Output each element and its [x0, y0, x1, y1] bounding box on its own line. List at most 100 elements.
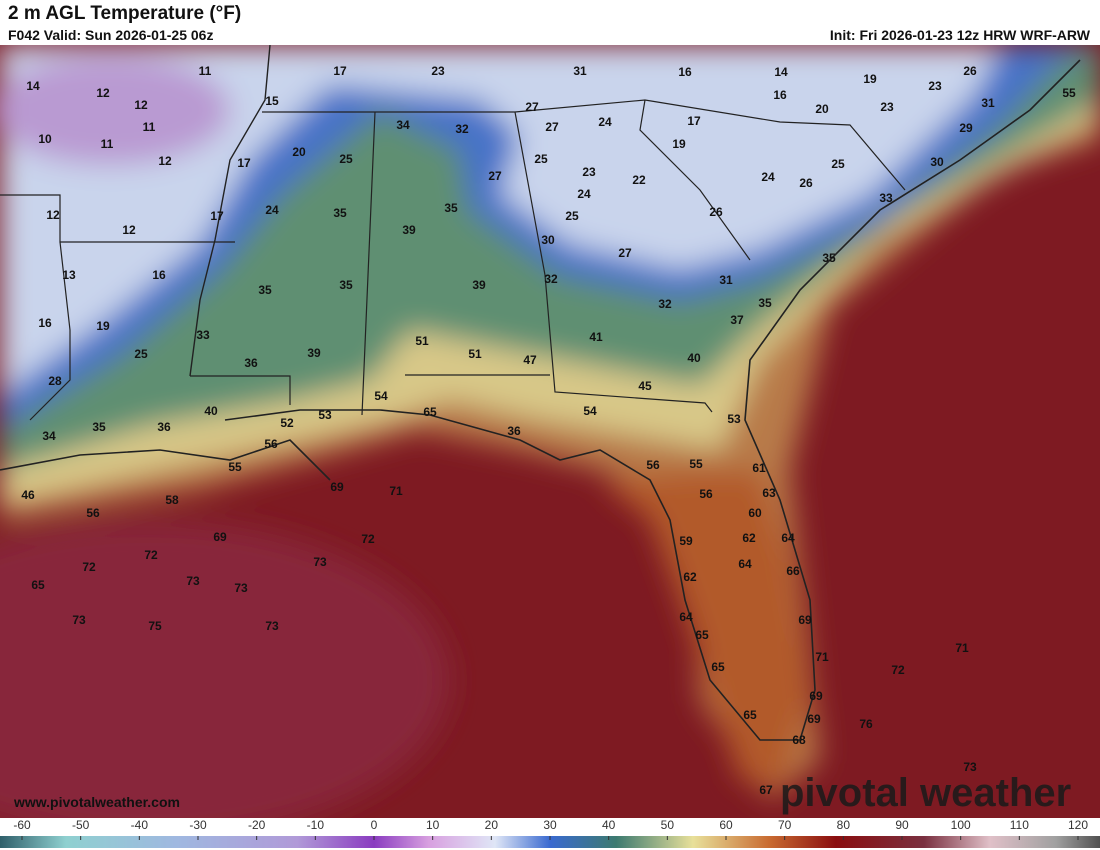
temperature-label: 31: [981, 96, 995, 110]
colorbar-tick-label: -50: [72, 818, 90, 832]
temperature-label: 27: [545, 120, 559, 134]
labels: 14 12 12 11 11 10 11 12 15 17 23 31 16 14 19 26 23 55 31 16…: [21, 64, 1076, 797]
temperature-label: 73: [313, 555, 327, 569]
temperature-label: 11: [143, 120, 156, 134]
temperature-label: 16: [678, 65, 692, 79]
temperature-label: 56: [86, 506, 100, 520]
colorbar-tick-label: -30: [189, 818, 207, 832]
temperature-label: 73: [186, 574, 200, 588]
temperature-label: 35: [92, 420, 106, 434]
temperature-label: 26: [963, 64, 977, 78]
temperature-label: 14: [774, 65, 788, 79]
temperature-label: 11: [199, 64, 212, 78]
temperature-label: 16: [152, 268, 166, 282]
temperature-label: 62: [683, 570, 697, 584]
temperature-label: 32: [658, 297, 672, 311]
temperature-label: 26: [799, 176, 813, 190]
temperature-label: 51: [468, 347, 482, 361]
temperature-label: 60: [748, 506, 762, 520]
temperature-label: 19: [96, 319, 110, 333]
temperature-label: 24: [761, 170, 775, 184]
temperature-label: 68: [792, 733, 806, 747]
temperature-label: 69: [807, 712, 821, 726]
temperature-label: 39: [307, 346, 321, 360]
temperature-label: 17: [333, 64, 347, 78]
temperature-label: 24: [577, 187, 591, 201]
temperature-label: 54: [583, 404, 597, 418]
temperature-label: 28: [48, 374, 62, 388]
valid-time: F042 Valid: Sun 2026-01-25 06z: [8, 27, 214, 43]
temperature-label: 15: [265, 94, 279, 108]
colorbar-tick-label: 0: [371, 818, 378, 832]
temperature-label: 37: [730, 313, 744, 327]
temperature-label: 27: [525, 100, 539, 114]
temperature-label: 23: [880, 100, 894, 114]
temperature-label: 22: [632, 173, 646, 187]
colorbar-tick-label: 40: [602, 818, 616, 832]
temperature-label: 20: [292, 145, 306, 159]
temperature-label: 17: [237, 156, 251, 170]
temperature-label: 56: [646, 458, 660, 472]
temperature-label: 55: [689, 457, 703, 471]
temperature-label: 34: [42, 429, 56, 443]
temperature-label: 14: [26, 79, 40, 93]
temperature-label: 35: [758, 296, 772, 310]
temperature-label: 12: [122, 223, 136, 237]
colorbar-tick-label: 80: [837, 818, 851, 832]
temperature-label: 29: [959, 121, 973, 135]
temperature-label: 23: [928, 79, 942, 93]
temperature-label: 73: [72, 613, 86, 627]
temperature-label: 41: [589, 330, 603, 344]
colorbar-tick-label: -40: [131, 818, 149, 832]
temperature-label: 36: [157, 420, 171, 434]
temperature-label: 59: [679, 534, 693, 548]
temperature-label: 71: [955, 641, 969, 655]
temperature-label: 71: [389, 484, 403, 498]
temperature-label: 76: [859, 717, 873, 731]
temperature-label: 23: [582, 165, 596, 179]
temperature-label: 12: [96, 86, 110, 100]
temperature-label: 35: [822, 251, 836, 265]
temperature-label: 72: [891, 663, 905, 677]
temperature-label: 35: [444, 201, 458, 215]
logo: pivotal weather: [780, 771, 1071, 815]
temperature-label: 35: [339, 278, 353, 292]
temperature-label: 31: [719, 273, 733, 287]
temperature-label: 65: [423, 405, 437, 419]
temperature-label: 65: [743, 708, 757, 722]
temperature-label: 69: [213, 530, 227, 544]
colorbar-tick-label: 100: [951, 818, 971, 832]
temperature-label: 40: [687, 351, 701, 365]
temperature-label: 27: [618, 246, 632, 260]
temperature-label: 10: [38, 132, 52, 146]
temperature-label: 52: [280, 416, 294, 430]
temperature-label: 61: [752, 461, 766, 475]
temperature-label: 67: [759, 783, 773, 797]
colorbar-tick-label: 20: [485, 818, 499, 832]
temperature-label: 47: [523, 353, 537, 367]
temperature-label: 51: [415, 334, 429, 348]
colorbar-tick-label: 110: [1010, 818, 1029, 832]
temperature-label: 53: [318, 408, 332, 422]
temperature-label: 25: [831, 157, 845, 171]
colorbar-tick-label: -20: [248, 818, 266, 832]
temperature-label: 55: [1062, 86, 1076, 100]
temperature-label: 16: [773, 88, 787, 102]
colorbar-tick-label: 10: [426, 818, 440, 832]
colorbar-tick-label: 30: [543, 818, 557, 832]
temperature-label: 40: [204, 404, 218, 418]
temperature-label: 17: [210, 209, 224, 223]
temperature-label: 32: [544, 272, 558, 286]
temperature-label: 53: [727, 412, 741, 426]
temperature-label: 69: [798, 613, 812, 627]
temperature-label: 39: [402, 223, 416, 237]
temperature-label: 65: [695, 628, 709, 642]
temperature-label: 66: [786, 564, 800, 578]
temperature-label: 65: [31, 578, 45, 592]
map-title: 2 m AGL Temperature (°F): [8, 3, 242, 24]
temperature-label: 64: [679, 610, 693, 624]
temperature-label: 23: [431, 64, 445, 78]
temperature-label: 69: [809, 689, 823, 703]
temperature-label: 25: [339, 152, 353, 166]
